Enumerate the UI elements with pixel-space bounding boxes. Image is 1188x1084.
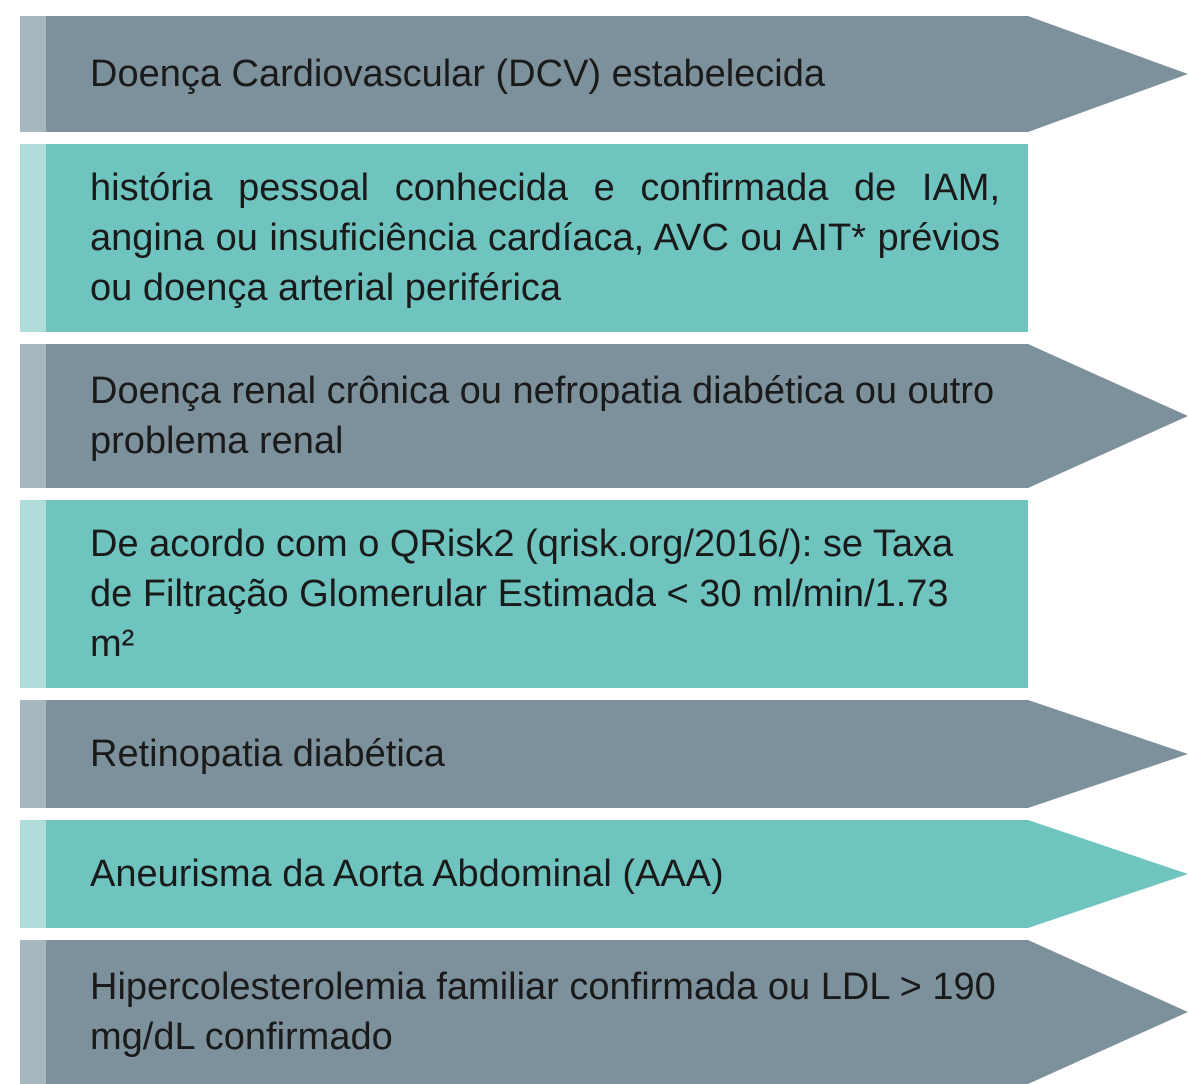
row-renal-header: Doença renal crônica ou nefropatia diabé… <box>0 344 1188 488</box>
row-retinopathy: Retinopatia diabética <box>0 700 1188 808</box>
row-text: Aneurisma da Aorta Abdominal (AAA) <box>46 849 1028 899</box>
ghost-bar <box>20 940 46 1084</box>
row-body: Doença Cardiovascular (DCV) estabelecida <box>46 16 1028 132</box>
ghost-bar <box>20 16 46 132</box>
row-renal-detail: De acordo com o QRisk2 (qrisk.org/2016/)… <box>0 500 1188 688</box>
row-aaa: Aneurisma da Aorta Abdominal (AAA) <box>0 820 1188 928</box>
row-text: história pessoal conhecida e confirmada … <box>46 163 1028 313</box>
row-body: história pessoal conhecida e confirmada … <box>46 144 1028 332</box>
arrow-head-icon <box>1028 940 1188 1084</box>
row-body: De acordo com o QRisk2 (qrisk.org/2016/)… <box>46 500 1028 688</box>
ghost-bar <box>20 144 46 332</box>
row-text: Hipercolesterolemia familiar confirmada … <box>46 962 1028 1062</box>
row-dcv-header: Doença Cardiovascular (DCV) estabelecida <box>0 16 1188 132</box>
row-body: Hipercolesterolemia familiar confirmada … <box>46 940 1028 1084</box>
row-text: De acordo com o QRisk2 (qrisk.org/2016/)… <box>46 519 1028 669</box>
diagram-container: Doença Cardiovascular (DCV) estabelecida… <box>0 0 1188 1064</box>
row-text: Retinopatia diabética <box>46 729 1028 779</box>
row-hypercholesterolemia: Hipercolesterolemia familiar confirmada … <box>0 940 1188 1084</box>
ghost-bar <box>20 820 46 928</box>
arrow-head-icon <box>1028 16 1188 132</box>
row-body: Aneurisma da Aorta Abdominal (AAA) <box>46 820 1028 928</box>
arrow-head-icon <box>1028 820 1188 928</box>
arrow-head-icon <box>1028 344 1188 488</box>
arrow-head-icon <box>1028 700 1188 808</box>
ghost-bar <box>20 500 46 688</box>
row-body: Retinopatia diabética <box>46 700 1028 808</box>
row-dcv-detail: história pessoal conhecida e confirmada … <box>0 144 1188 332</box>
row-text: Doença Cardiovascular (DCV) estabelecida <box>46 49 1028 99</box>
row-text: Doença renal crônica ou nefropatia diabé… <box>46 366 1028 466</box>
ghost-bar <box>20 700 46 808</box>
ghost-bar <box>20 344 46 488</box>
row-body: Doença renal crônica ou nefropatia diabé… <box>46 344 1028 488</box>
